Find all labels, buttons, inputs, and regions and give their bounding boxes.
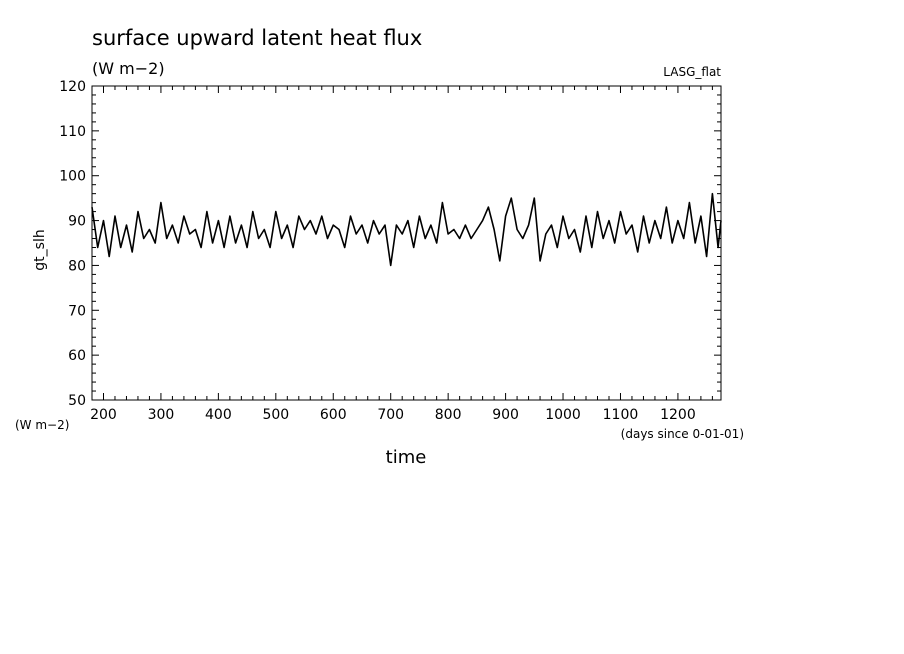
chart-title: surface upward latent heat flux xyxy=(92,26,422,50)
plot-frame xyxy=(91,85,722,401)
dataset-label: LASG_flat xyxy=(663,65,721,79)
y-tick-label: 100 xyxy=(59,169,86,185)
x-tick-label: 400 xyxy=(205,407,232,423)
axis-ticks xyxy=(91,85,721,401)
x-tick-label: 1200 xyxy=(660,407,696,423)
x-tick-label: 1000 xyxy=(545,407,581,423)
x-axis-label: time xyxy=(386,447,427,468)
x-tick-label: 900 xyxy=(492,407,519,423)
y-tick-label: 60 xyxy=(68,348,86,364)
y-tick-labels: 50 60 70 80 90 100 110 120 xyxy=(59,79,86,409)
x-tick-label: 1100 xyxy=(603,407,639,423)
y-tick-label: 70 xyxy=(68,303,86,319)
x-tick-label: 700 xyxy=(377,407,404,423)
y-axis-label: gt_slh xyxy=(32,229,48,270)
y-tick-label: 120 xyxy=(59,79,86,95)
x-tick-label: 800 xyxy=(435,407,462,423)
x-tick-label: 200 xyxy=(90,407,117,423)
x-tick-label: 500 xyxy=(262,407,289,423)
x-axis-units: (days since 0-01-01) xyxy=(621,427,744,441)
series-line xyxy=(91,192,722,267)
y-tick-label: 110 xyxy=(59,124,86,140)
y-tick-label: 90 xyxy=(68,214,86,230)
y-tick-label: 80 xyxy=(68,258,86,274)
x-tick-label: 600 xyxy=(320,407,347,423)
x-tick-label: 300 xyxy=(148,407,175,423)
chart-units: (W m−2) xyxy=(92,59,165,78)
y-tick-label: 50 xyxy=(68,393,86,409)
x-tick-labels: 200 300 400 500 600 700 800 900 1000 1100 1200 xyxy=(90,407,696,423)
y-axis-units: (W m−2) xyxy=(15,418,69,432)
